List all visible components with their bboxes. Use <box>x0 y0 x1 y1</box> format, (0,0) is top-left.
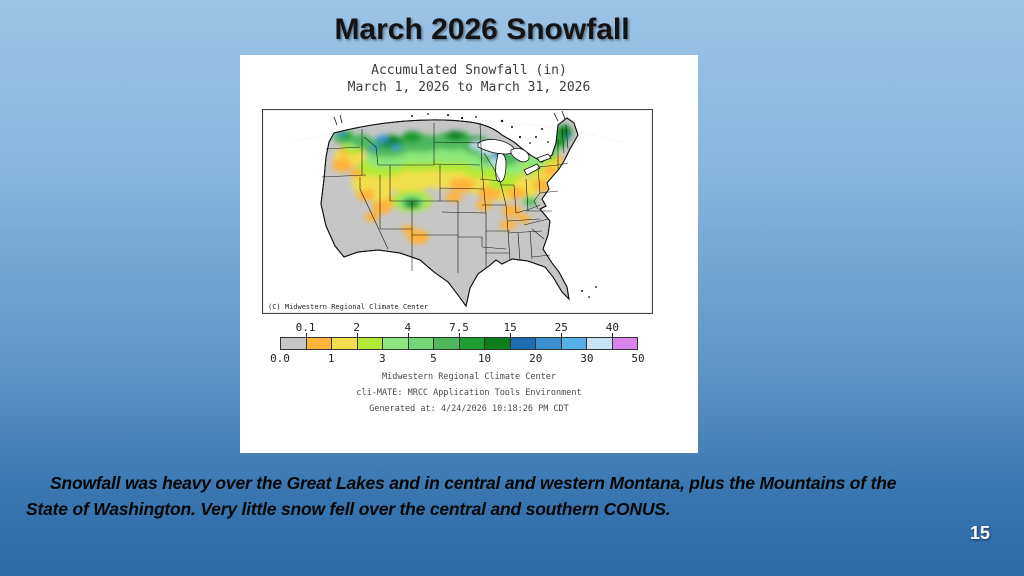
legend-tick <box>305 333 307 337</box>
legend-tick <box>510 333 512 337</box>
great-lakes <box>477 139 552 183</box>
legend-tick <box>459 333 460 337</box>
map-wrap: (C) Midwestern Regional Climate Center <box>261 108 654 315</box>
legend-colorbar <box>280 337 638 350</box>
legend-tick <box>561 333 563 337</box>
legend-top-label: 40 <box>605 321 620 334</box>
slide-title: March 2026 Snowfall <box>334 13 630 46</box>
coast-squiggles <box>333 110 566 126</box>
figure-panel: Accumulated Snowfall (in) March 1, 2026 … <box>240 55 698 453</box>
legend-bottom-label: 3 <box>378 352 386 365</box>
legend-segment <box>586 338 612 349</box>
figure-footer-line3: Generated at: 4/24/2026 10:18:26 PM CDT <box>369 404 569 414</box>
legend-segment <box>458 338 484 349</box>
legend-tick <box>407 333 409 337</box>
map-copyright: (C) Midwestern Regional Climate Center <box>268 303 428 311</box>
legend-top-label: 2 <box>353 321 361 334</box>
legend-bottom-label: 5 <box>430 352 437 365</box>
legend-segment <box>305 338 331 349</box>
legend-segment <box>509 338 535 349</box>
slide-body-text: Snowfall was heavy over the Great Lakes … <box>26 473 897 519</box>
figure-footer: Midwestern Regional Climate Center cli-M… <box>240 369 698 417</box>
legend-bottom-label: 30 <box>580 352 594 365</box>
legend-segment <box>281 338 306 349</box>
us-coastline <box>320 117 579 308</box>
legend-top-label: 0.1 <box>295 321 316 334</box>
figure-footer-line2: cli-MATE: MRCC Application Tools Environ… <box>356 388 582 398</box>
legend-bottom-labels: 0.0 1 3 5 10 20 30 50 <box>270 350 645 365</box>
lake-ontario <box>536 153 552 163</box>
legend-top-label: 15 <box>503 321 517 334</box>
legend-segment <box>535 338 561 349</box>
legend: 0.1 2 4 7.5 15 25 40 0.0 1 3 5 10 20 30 50 <box>270 321 645 365</box>
legend-segment <box>407 338 433 349</box>
legend-top-label: 7.5 <box>449 321 469 334</box>
figure-title-line1: Accumulated Snowfall (in) <box>371 63 567 78</box>
legend-tick <box>356 333 358 337</box>
figure-title-line2: March 1, 2026 to March 31, 2026 <box>347 80 591 95</box>
figure-footer-line1: Midwestern Regional Climate Center <box>382 372 556 382</box>
legend-top-labels: 0.1 2 4 7.5 15 25 40 <box>280 321 638 337</box>
map-border <box>261 108 654 315</box>
legend-bottom-label: 0.0 <box>270 352 290 365</box>
map-specks <box>411 113 597 298</box>
legend-top-label: 4 <box>404 321 412 334</box>
legend-segment <box>560 338 586 349</box>
legend-segment <box>484 338 510 349</box>
legend-bottom-label: 1 <box>327 352 335 365</box>
lake-huron <box>510 148 530 163</box>
legend-bottom-label: 20 <box>529 352 543 365</box>
legend-segment <box>611 338 637 349</box>
legend-segment <box>433 338 459 349</box>
legend-bottom-label: 10 <box>477 352 492 365</box>
legend-bottom-label: 50 <box>631 352 645 365</box>
legend-segment <box>382 338 408 349</box>
legend-segment <box>356 338 382 349</box>
figure-title: Accumulated Snowfall (in) March 1, 2026 … <box>240 62 698 96</box>
legend-segment <box>331 338 357 349</box>
page-number: 15 <box>969 523 990 543</box>
lake-michigan <box>495 153 507 183</box>
legend-tick <box>612 333 614 337</box>
us-snowfall-map: (C) Midwestern Regional Climate Center <box>261 108 654 315</box>
legend-top-label: 25 <box>554 321 568 334</box>
lake-erie <box>523 163 541 176</box>
state-borders <box>321 122 569 273</box>
